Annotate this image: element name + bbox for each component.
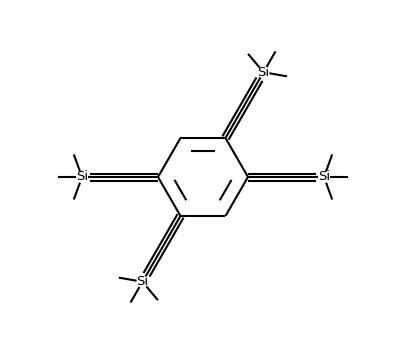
Text: Si: Si [257,66,269,79]
Text: Si: Si [136,275,148,288]
Text: Si: Si [317,171,329,183]
Text: Si: Si [76,171,88,183]
